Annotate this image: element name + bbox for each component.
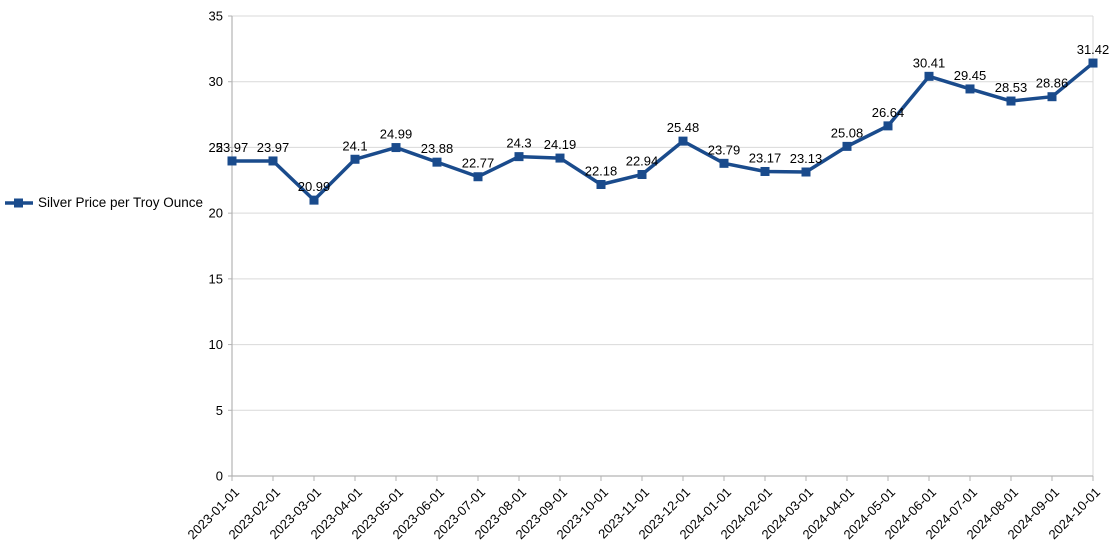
legend: Silver Price per Troy Ounce	[4, 195, 203, 210]
y-tick-label: 25	[209, 140, 223, 155]
data-point-marker	[760, 166, 770, 176]
legend-label: Silver Price per Troy Ounce	[38, 195, 204, 210]
data-point-label: 26.64	[872, 105, 905, 120]
data-point-marker	[1047, 92, 1057, 102]
legend-line-marker-icon	[5, 198, 33, 207]
data-point-label: 25.48	[667, 120, 700, 135]
data-point-label: 24.19	[544, 137, 577, 152]
data-point-label: 28.53	[995, 80, 1028, 95]
data-point-label: 24.99	[380, 127, 413, 142]
data-point-marker	[391, 143, 401, 153]
data-point-marker	[883, 121, 893, 131]
data-point-label: 28.86	[1036, 76, 1069, 91]
data-point-label: 23.88	[421, 141, 454, 156]
data-point-marker	[842, 141, 852, 151]
data-point-marker	[924, 71, 934, 81]
data-point-marker	[350, 154, 360, 164]
data-point-marker	[268, 156, 278, 166]
data-point-label: 23.97	[257, 140, 290, 155]
data-point-label: 23.97	[216, 140, 249, 155]
data-point-label: 23.13	[790, 151, 823, 166]
data-point-marker	[1006, 96, 1016, 106]
y-tick-label: 10	[209, 337, 223, 352]
data-point-label: 24.1	[342, 138, 367, 153]
data-point-marker	[965, 84, 975, 94]
y-tick-label: 20	[209, 206, 223, 221]
data-point-label: 20.99	[298, 179, 331, 194]
data-point-label: 29.45	[954, 68, 987, 83]
data-point-marker	[473, 172, 483, 182]
series-line	[232, 61, 1095, 202]
data-point-marker	[637, 170, 647, 180]
y-tick-label: 30	[209, 74, 223, 89]
data-point-marker	[801, 167, 811, 177]
data-point-label: 22.94	[626, 154, 659, 169]
data-point-label: 23.79	[708, 142, 741, 157]
data-point-marker	[719, 158, 729, 168]
y-tick-label: 35	[209, 9, 223, 24]
data-point-label: 23.17	[749, 150, 782, 165]
y-tick-label: 5	[216, 403, 223, 418]
data-point-marker	[555, 153, 565, 163]
data-point-label: 30.41	[913, 55, 946, 70]
data-point-label: 22.18	[585, 163, 618, 178]
data-point-marker	[227, 156, 237, 166]
y-tick-label: 0	[216, 469, 223, 484]
data-point-marker	[1088, 58, 1098, 68]
data-point-marker	[514, 152, 524, 162]
data-point-label: 22.77	[462, 156, 495, 171]
y-tick-label: 15	[209, 271, 223, 286]
data-point-marker	[678, 136, 688, 146]
data-point-label: 31.42	[1077, 42, 1110, 57]
data-point-marker	[432, 157, 442, 167]
data-point-label: 25.08	[831, 125, 864, 140]
data-point-marker	[596, 179, 606, 189]
data-point-label: 24.3	[506, 136, 531, 151]
data-point-marker	[309, 195, 319, 205]
